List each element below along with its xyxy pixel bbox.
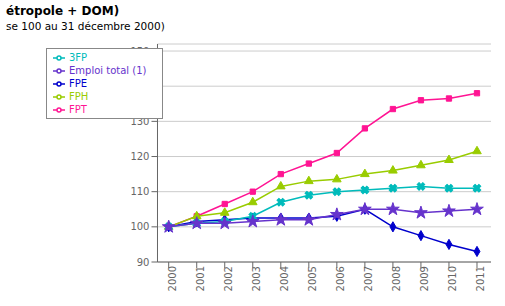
svg-text:2006: 2006 [335, 266, 346, 291]
svg-text:2005: 2005 [307, 266, 318, 291]
svg-text:110: 110 [130, 186, 149, 197]
svg-text:2002: 2002 [223, 266, 234, 291]
svg-text:2007: 2007 [363, 266, 374, 291]
html-text:3FP: 3FP [69, 52, 88, 63]
html-text:se 100 au 31 décembre 2000): se 100 au 31 décembre 2000) [6, 20, 165, 32]
svg-text:2004: 2004 [279, 266, 290, 291]
svg-text:2003: 2003 [251, 266, 262, 291]
html-text:FPT: FPT [69, 104, 87, 115]
html-text:FPE: FPE [69, 78, 88, 89]
html-text:FPH: FPH [69, 91, 89, 102]
svg-text:150: 150 [130, 46, 149, 57]
svg-text:140: 140 [130, 81, 149, 92]
svg-text:90: 90 [137, 257, 150, 268]
svg-text:2010: 2010 [447, 266, 458, 291]
svg-text:100: 100 [130, 221, 149, 232]
svg-text:2000: 2000 [167, 266, 178, 291]
svg-text:130: 130 [130, 116, 149, 127]
svg-text:2001: 2001 [195, 266, 206, 291]
html-text:Emploi total (1): Emploi total (1) [69, 65, 147, 76]
html-text:étropole + DOM): étropole + DOM) [6, 4, 120, 18]
svg-text:2009: 2009 [419, 266, 430, 291]
svg-text:2011: 2011 [475, 266, 486, 291]
svg-text:120: 120 [130, 151, 149, 162]
svg-text:2008: 2008 [391, 266, 402, 291]
